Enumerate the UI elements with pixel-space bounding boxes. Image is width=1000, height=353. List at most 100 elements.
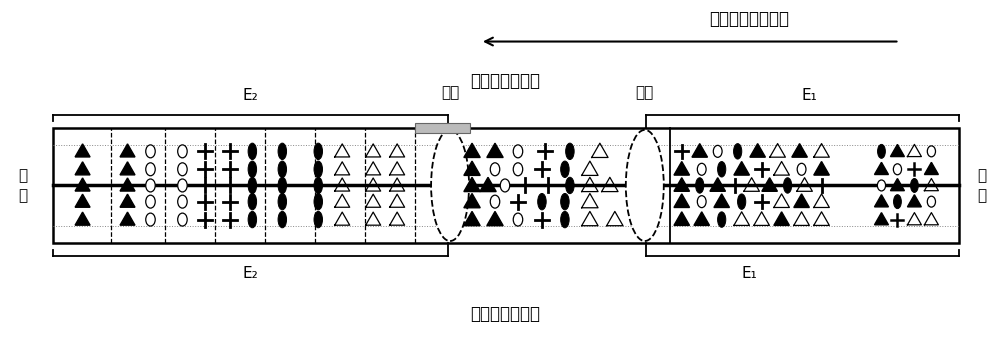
Text: E₂: E₂ <box>242 88 258 103</box>
Text: 第一步速差模式: 第一步速差模式 <box>470 72 540 90</box>
Text: E₂: E₂ <box>242 266 258 281</box>
Ellipse shape <box>626 130 664 241</box>
Polygon shape <box>674 178 690 191</box>
Ellipse shape <box>513 163 523 176</box>
Ellipse shape <box>146 195 155 208</box>
Ellipse shape <box>278 161 287 178</box>
Ellipse shape <box>278 177 287 194</box>
Polygon shape <box>714 194 729 208</box>
Text: 样品组分迁移方向: 样品组分迁移方向 <box>710 10 790 28</box>
Ellipse shape <box>797 163 806 175</box>
Polygon shape <box>792 144 807 157</box>
Polygon shape <box>120 212 135 225</box>
Text: 零极: 零极 <box>441 85 459 100</box>
Polygon shape <box>75 144 90 157</box>
Polygon shape <box>734 162 749 175</box>
Polygon shape <box>464 193 480 208</box>
Ellipse shape <box>697 196 706 208</box>
Ellipse shape <box>713 145 722 157</box>
Ellipse shape <box>248 177 257 194</box>
Text: 第二步速差模式: 第二步速差模式 <box>470 305 540 323</box>
Ellipse shape <box>278 211 287 228</box>
Ellipse shape <box>178 145 187 158</box>
Polygon shape <box>890 179 904 191</box>
Ellipse shape <box>734 144 742 159</box>
Polygon shape <box>692 144 708 157</box>
Bar <box>415 123 470 133</box>
Ellipse shape <box>566 177 574 194</box>
Polygon shape <box>120 194 135 207</box>
Text: 零极: 零极 <box>636 85 654 100</box>
Polygon shape <box>694 212 710 226</box>
Text: E₁: E₁ <box>802 88 817 103</box>
Ellipse shape <box>696 178 704 193</box>
Ellipse shape <box>314 193 322 210</box>
Ellipse shape <box>178 213 187 226</box>
Ellipse shape <box>877 180 886 191</box>
Ellipse shape <box>248 161 257 178</box>
Ellipse shape <box>738 194 746 209</box>
Ellipse shape <box>248 193 257 210</box>
Ellipse shape <box>561 193 569 210</box>
Ellipse shape <box>927 196 935 207</box>
Ellipse shape <box>561 161 569 178</box>
Polygon shape <box>464 211 480 226</box>
Ellipse shape <box>178 163 187 176</box>
Ellipse shape <box>500 179 510 192</box>
Ellipse shape <box>314 161 322 178</box>
Ellipse shape <box>911 179 918 192</box>
Ellipse shape <box>314 177 322 194</box>
Polygon shape <box>774 212 789 226</box>
Polygon shape <box>907 195 921 207</box>
Ellipse shape <box>561 211 569 228</box>
Text: 进
口: 进 口 <box>977 168 986 203</box>
Ellipse shape <box>431 130 469 241</box>
Polygon shape <box>890 144 904 157</box>
Ellipse shape <box>718 212 726 227</box>
Ellipse shape <box>248 143 257 160</box>
Polygon shape <box>674 194 690 208</box>
Polygon shape <box>464 161 480 175</box>
Ellipse shape <box>178 179 187 192</box>
Polygon shape <box>750 144 765 157</box>
Ellipse shape <box>513 213 523 226</box>
Text: E₁: E₁ <box>742 266 758 281</box>
Polygon shape <box>762 178 777 191</box>
Ellipse shape <box>784 178 792 193</box>
Ellipse shape <box>893 164 902 175</box>
Polygon shape <box>710 178 725 191</box>
Ellipse shape <box>146 163 155 176</box>
Ellipse shape <box>278 193 287 210</box>
Ellipse shape <box>314 211 322 228</box>
Ellipse shape <box>146 179 155 192</box>
Ellipse shape <box>878 144 885 158</box>
Ellipse shape <box>178 195 187 208</box>
Polygon shape <box>480 177 496 192</box>
Polygon shape <box>75 178 90 191</box>
Ellipse shape <box>490 195 500 208</box>
Ellipse shape <box>566 143 574 160</box>
Polygon shape <box>487 211 503 226</box>
Polygon shape <box>794 194 809 208</box>
Ellipse shape <box>248 211 257 228</box>
Polygon shape <box>874 213 888 225</box>
Ellipse shape <box>927 146 935 157</box>
Ellipse shape <box>314 143 322 160</box>
Polygon shape <box>75 212 90 225</box>
Ellipse shape <box>513 145 523 158</box>
Polygon shape <box>674 212 690 226</box>
Ellipse shape <box>538 193 546 210</box>
Ellipse shape <box>146 145 155 158</box>
Polygon shape <box>487 143 503 157</box>
Bar <box>53 128 959 243</box>
Polygon shape <box>464 143 480 157</box>
Ellipse shape <box>697 163 706 175</box>
Polygon shape <box>75 194 90 207</box>
Polygon shape <box>120 144 135 157</box>
Text: 出
口: 出 口 <box>18 168 27 203</box>
Polygon shape <box>874 162 888 174</box>
Polygon shape <box>874 195 888 207</box>
Ellipse shape <box>278 143 287 160</box>
Ellipse shape <box>146 213 155 226</box>
Polygon shape <box>924 162 938 174</box>
